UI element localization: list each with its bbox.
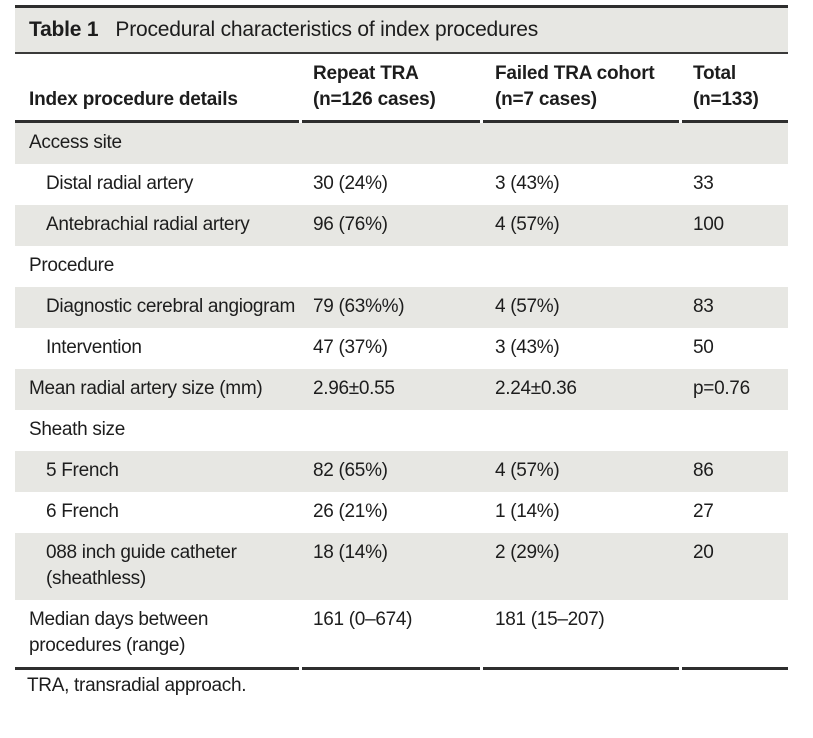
row-label-cell: 6 French — [46, 501, 119, 522]
table-row: Median days between procedures (range) 1… — [15, 600, 788, 667]
total-cell: 50 — [693, 337, 714, 358]
header-line1: Failed TRA cohort — [495, 63, 655, 84]
table-title: Table 1 Procedural characteristics of in… — [15, 8, 788, 52]
total-cell — [682, 600, 788, 615]
table-row: Intervention 47 (37%) 3 (43%) 50 — [15, 328, 788, 369]
table-number-label: Table 1 — [29, 18, 99, 41]
total-cell: 33 — [693, 173, 714, 194]
row-label-cell: Mean radial artery size (mm) — [29, 378, 263, 399]
repeat-tra-cell: 161 (0–674) — [313, 609, 413, 630]
repeat-tra-cell: 18 (14%) — [313, 542, 388, 563]
failed-tra-cell: 1 (14%) — [495, 501, 560, 522]
table-row: 088 inch guide catheter (sheathless) 18 … — [15, 533, 788, 600]
total-cell: 20 — [693, 542, 714, 563]
column-header-failed-tra-cohort: Failed TRA cohort (n=7 cases) — [483, 54, 682, 120]
total-cell: p=0.76 — [693, 378, 750, 399]
repeat-tra-cell: 47 (37%) — [313, 337, 388, 358]
repeat-tra-cell: 79 (63%%) — [313, 296, 405, 317]
failed-tra-cell — [483, 246, 682, 261]
table-row: Diagnostic cerebral angiogram 79 (63%%) … — [15, 287, 788, 328]
table-body: Access site Distal radial artery 30 (24%… — [15, 123, 788, 667]
header-line2: (n=126 cases) — [313, 89, 436, 110]
failed-tra-cell: 4 (57%) — [495, 296, 560, 317]
repeat-tra-cell — [302, 123, 483, 138]
failed-tra-cell: 4 (57%) — [495, 460, 560, 481]
header-line1: Repeat TRA — [313, 63, 419, 84]
row-label-cell: 5 French — [46, 460, 119, 481]
repeat-tra-cell — [302, 246, 483, 261]
failed-tra-cell: 4 (57%) — [495, 214, 560, 235]
failed-tra-cell: 181 (15–207) — [495, 609, 605, 630]
failed-tra-cell: 2 (29%) — [495, 542, 560, 563]
table-row: Sheath size — [15, 410, 788, 451]
column-header-index-procedure-details: Index procedure details — [15, 54, 302, 120]
header-line2: Index procedure details — [29, 89, 238, 110]
table-row: Antebrachial radial artery 96 (76%) 4 (5… — [15, 205, 788, 246]
table-card: Table 1 Procedural characteristics of in… — [15, 5, 788, 697]
table-row: Distal radial artery 30 (24%) 3 (43%) 33 — [15, 164, 788, 205]
column-header-total: Total (n=133) — [682, 54, 788, 120]
table-row: 5 French 82 (65%) 4 (57%) 86 — [15, 451, 788, 492]
table-top-rule — [15, 5, 788, 8]
title-underline-rule — [15, 52, 788, 54]
row-label-cell: Procedure — [29, 255, 114, 276]
repeat-tra-cell — [302, 410, 483, 425]
row-label-cell: 088 inch guide catheter (sheathless) — [46, 542, 237, 589]
total-cell: 83 — [693, 296, 714, 317]
total-cell — [682, 246, 788, 261]
total-cell — [682, 410, 788, 425]
total-cell: 100 — [693, 214, 724, 235]
total-cell: 27 — [693, 501, 714, 522]
repeat-tra-cell: 96 (76%) — [313, 214, 388, 235]
table-row: 6 French 26 (21%) 1 (14%) 27 — [15, 492, 788, 533]
failed-tra-cell: 2.24±0.36 — [495, 378, 577, 399]
row-label-cell: Median days between procedures (range) — [29, 609, 209, 656]
table-bottom-rule — [15, 667, 788, 670]
row-label-cell: Diagnostic cerebral angiogram — [46, 296, 295, 317]
repeat-tra-cell: 30 (24%) — [313, 173, 388, 194]
failed-tra-cell: 3 (43%) — [495, 173, 560, 194]
column-header-repeat-tra: Repeat TRA (n=126 cases) — [302, 54, 483, 120]
header-bottom-rule — [15, 120, 788, 123]
row-label-cell: Antebrachial radial artery — [46, 214, 250, 235]
header-line1: Total — [693, 63, 736, 84]
failed-tra-cell — [483, 123, 682, 138]
failed-tra-cell: 3 (43%) — [495, 337, 560, 358]
row-label-cell: Distal radial artery — [46, 173, 194, 194]
row-label-cell: Intervention — [46, 337, 142, 358]
total-cell — [682, 123, 788, 138]
failed-tra-cell — [483, 410, 682, 425]
repeat-tra-cell: 2.96±0.55 — [313, 378, 395, 399]
repeat-tra-cell: 26 (21%) — [313, 501, 388, 522]
repeat-tra-cell: 82 (65%) — [313, 460, 388, 481]
header-line2: (n=133) — [693, 89, 759, 110]
table-header-row: Index procedure details Repeat TRA (n=12… — [15, 54, 788, 120]
table-footnote: TRA, transradial approach. — [27, 675, 247, 696]
row-label-cell: Access site — [29, 132, 122, 153]
table-row: Procedure — [15, 246, 788, 287]
row-label-cell: Sheath size — [29, 419, 125, 440]
total-cell: 86 — [693, 460, 714, 481]
table-title-text: Procedural characteristics of index proc… — [115, 18, 539, 41]
header-line2: (n=7 cases) — [495, 89, 597, 110]
table-row: Mean radial artery size (mm) 2.96±0.55 2… — [15, 369, 788, 410]
table-row: Access site — [15, 123, 788, 164]
